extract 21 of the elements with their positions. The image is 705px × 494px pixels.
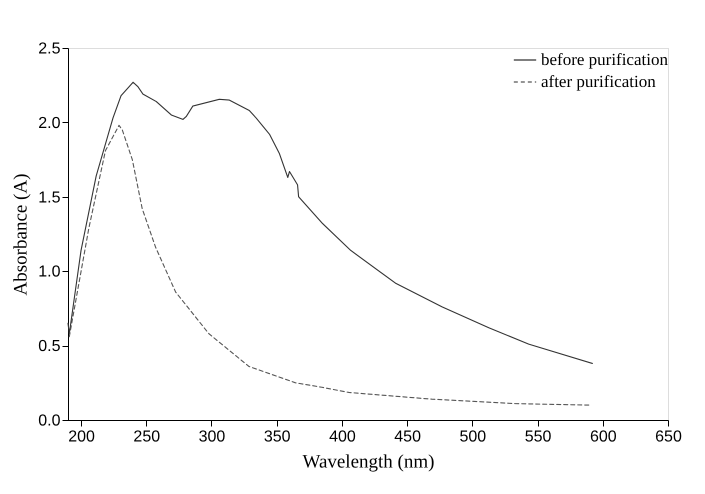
- y-tick-label: 1.0: [38, 264, 61, 281]
- x-tick-label: 550: [524, 428, 552, 446]
- legend-label: after purification: [541, 72, 656, 91]
- x-tick-label: 650: [655, 428, 682, 446]
- x-tick-label: 250: [133, 428, 160, 446]
- line-series: [68, 124, 590, 406]
- y-tick-label: 0.0: [38, 412, 61, 430]
- x-tick-label: 200: [68, 428, 95, 446]
- x-axis-title: Wavelength (nm): [302, 452, 434, 472]
- y-tick-label: 2.0: [38, 114, 61, 132]
- y-tick-label: 0.5: [38, 338, 61, 356]
- x-tick-label: 300: [198, 428, 226, 446]
- y-axis-title: Absorbance (A): [10, 174, 32, 296]
- x-tick-label: 350: [264, 428, 291, 446]
- legend-label: before purification: [541, 50, 668, 69]
- x-tick-label: 450: [394, 428, 422, 446]
- x-tick-label: 600: [590, 428, 617, 446]
- x-tick-label: 400: [329, 428, 356, 446]
- y-tick-label: 1.5: [38, 189, 61, 206]
- x-tick-label: 500: [459, 428, 486, 446]
- y-tick-label: 2.5: [38, 40, 61, 58]
